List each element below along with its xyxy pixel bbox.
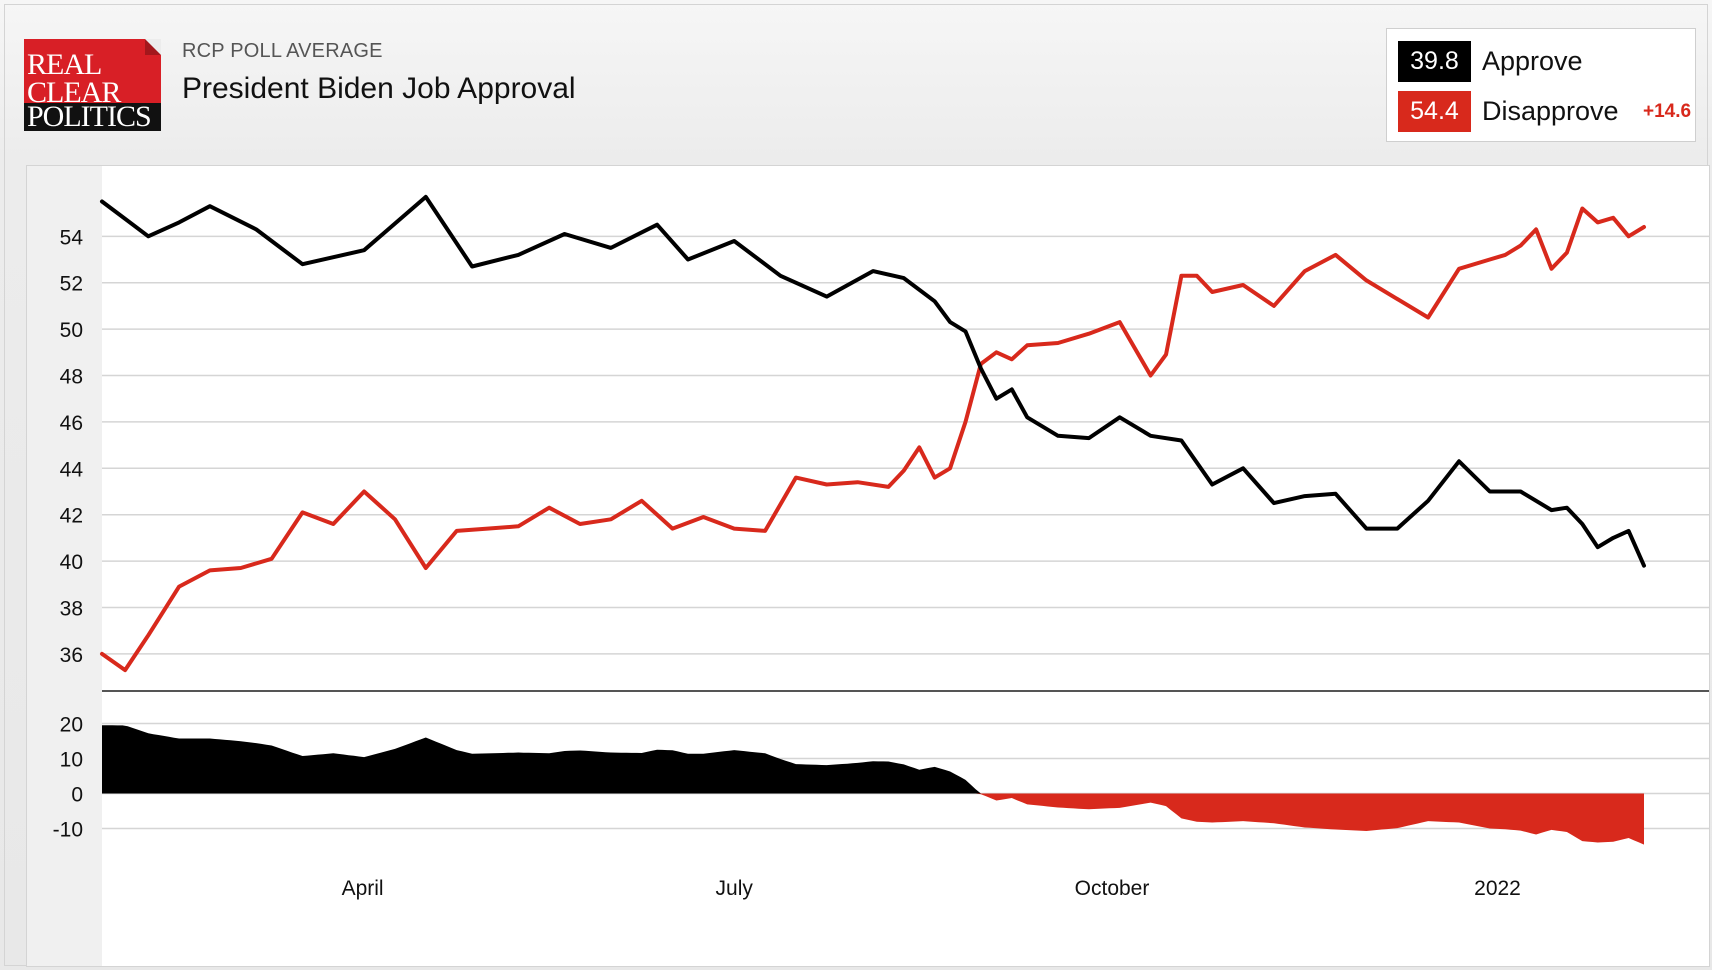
approval-chart[interactable]: 36 38 40 42 44 46 48 50 52 54 20 10 0 -10 April July Oct… <box>27 166 1709 966</box>
x-tick-label-october: October <box>1075 877 1150 900</box>
x-tick-label-july: July <box>716 877 754 900</box>
legend-box: 39.8 Approve 54.4 Disapprove +14.6 <box>1386 28 1696 142</box>
poll-average-subtitle: RCP POLL AVERAGE <box>182 40 383 62</box>
disapprove-value-badge: 54.4 <box>1398 91 1471 132</box>
disapprove-label: Disapprove <box>1482 96 1619 126</box>
y-tick-label-44: 44 <box>60 458 84 481</box>
y-tick-label-36: 36 <box>60 644 83 667</box>
spread-area-positive <box>102 725 1644 794</box>
plot-background <box>102 166 1709 966</box>
y-tick-label-50: 50 <box>60 319 83 342</box>
approve-value-badge: 39.8 <box>1398 41 1471 82</box>
logo-line-1: REAL <box>27 48 102 81</box>
spread-y-tick-label-20: 20 <box>60 714 83 737</box>
y-tick-label-48: 48 <box>60 366 83 389</box>
series-line-approve <box>100 194 1646 568</box>
approve-label: Approve <box>1482 46 1583 76</box>
x-tick-label-2022: 2022 <box>1474 877 1521 900</box>
spread-y-tick-label--10: -10 <box>53 819 83 842</box>
spread-y-tick-label-0: 0 <box>71 784 83 807</box>
spread-area-negative <box>102 793 1644 845</box>
y-tick-label-42: 42 <box>60 505 83 528</box>
spread-value: +14.6 <box>1643 101 1692 122</box>
logo-line-2: CLEAR <box>27 76 121 109</box>
y-tick-label-46: 46 <box>60 412 83 435</box>
logo-fold-corner <box>145 39 161 55</box>
chart-title: President Biden Job Approval <box>182 72 576 105</box>
y-tick-label-38: 38 <box>60 597 83 620</box>
y-tick-label-40: 40 <box>60 551 83 574</box>
chart-panel: 36 38 40 42 44 46 48 50 52 54 20 10 0 -10 April July Oct… <box>26 165 1710 967</box>
spread-y-tick-label-10: 10 <box>60 749 83 772</box>
x-tick-label-april: April <box>342 877 384 900</box>
y-tick-label-54: 54 <box>60 226 84 249</box>
series-line-disapprove <box>100 206 1646 673</box>
rcp-logo[interactable]: REAL CLEAR POLITICS <box>24 39 161 131</box>
y-tick-label-52: 52 <box>60 273 83 296</box>
logo-line-3: POLITICS <box>24 102 161 131</box>
